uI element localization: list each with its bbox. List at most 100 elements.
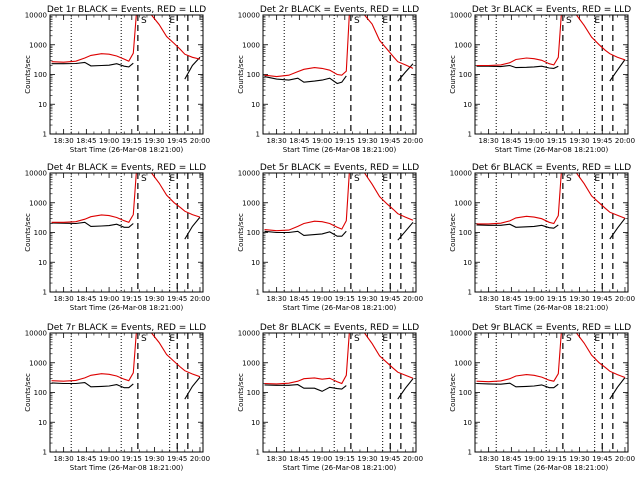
x-tick-label: 19:45 [592, 295, 612, 303]
x-tick-label: 19:00 [99, 295, 119, 303]
lld-series [51, 333, 201, 382]
x-axis-label: Start Time (26-Mar-08 18:21:00) [283, 146, 397, 154]
x-tick-label: 20:00 [403, 137, 423, 145]
x-tick-label: 19:15 [122, 137, 142, 145]
x-tick-label: 18:45 [501, 137, 521, 145]
x-tick-label: 19:45 [380, 295, 400, 303]
y-axis-label: Counts/sec [237, 213, 245, 252]
x-tick-label: 20:00 [403, 295, 423, 303]
y-tick-label: 10 [38, 101, 47, 109]
marker-label-e: E [382, 174, 388, 184]
panel-1: Det 1r BLACK = Events, RED = LLD 1 10 100 10… [24, 5, 210, 154]
x-tick-label: 20:00 [190, 137, 210, 145]
x-tick-label: 18:45 [76, 295, 96, 303]
y-tick-label: 1000 [242, 41, 260, 49]
x-tick-label: 19:30 [569, 137, 589, 145]
x-tick-label: 19:00 [524, 455, 544, 463]
panel-2: Det 2r BLACK = Events, RED = LLD 1 10 100 10… [237, 5, 423, 154]
x-tick-label: 19:15 [335, 455, 355, 463]
y-tick-label: 10000 [450, 12, 472, 20]
x-axis-label: Start Time (26-Mar-08 18:21:00) [283, 464, 397, 472]
x-tick-label: 18:30 [267, 137, 287, 145]
panel-title: Det 8r BLACK = Events, RED = LLD [260, 323, 419, 333]
y-tick-label: 10000 [450, 330, 472, 338]
x-axis-label: Start Time (26-Mar-08 18:21:00) [70, 464, 184, 472]
x-tick-label: 18:45 [501, 455, 521, 463]
y-tick-label: 1 [43, 131, 47, 139]
x-tick-label: 20:00 [615, 455, 635, 463]
plot-frame [262, 14, 417, 135]
marker-label-s: S [566, 334, 572, 344]
y-axis-label: Counts/sec [24, 55, 32, 94]
y-tick-label: 1 [256, 289, 260, 297]
x-tick-label: 18:45 [289, 137, 309, 145]
x-tick-label: 19:00 [524, 295, 544, 303]
lld-series [476, 173, 626, 225]
x-tick-label: 19:30 [357, 295, 377, 303]
x-tick-label: 19:00 [312, 295, 332, 303]
marker-label-s: S [141, 334, 147, 344]
panel-title: Det 2r BLACK = Events, RED = LLD [260, 5, 419, 15]
x-tick-label: 20:00 [190, 455, 210, 463]
y-axis-label: Counts/sec [237, 373, 245, 412]
x-tick-label: 20:00 [615, 137, 635, 145]
x-tick-label: 20:00 [615, 295, 635, 303]
y-tick-label: 1000 [29, 41, 47, 49]
marker-label-s: S [141, 16, 147, 26]
x-tick-label: 19:00 [312, 137, 332, 145]
marker-label-s: S [354, 174, 360, 184]
plot-frame [49, 14, 204, 135]
x-tick-label: 19:00 [99, 137, 119, 145]
y-tick-label: 10 [463, 259, 472, 267]
x-tick-label: 20:00 [403, 455, 423, 463]
x-tick-label: 19:45 [380, 455, 400, 463]
y-tick-label: 100 [34, 229, 47, 237]
y-tick-label: 10000 [238, 170, 260, 178]
x-tick-label: 19:30 [144, 295, 164, 303]
y-tick-label: 1 [256, 449, 260, 457]
x-tick-label: 18:30 [267, 455, 287, 463]
x-tick-label: 19:30 [357, 137, 377, 145]
x-axis-label: Start Time (26-Mar-08 18:21:00) [495, 304, 609, 312]
x-tick-label: 19:15 [335, 137, 355, 145]
y-tick-label: 100 [34, 71, 47, 79]
x-tick-label: 19:30 [569, 455, 589, 463]
x-tick-label: 18:30 [479, 455, 499, 463]
marker-label-s: S [141, 174, 147, 184]
events-series [264, 221, 414, 241]
plot-frame [262, 172, 417, 293]
lld-series [264, 15, 414, 78]
y-tick-label: 100 [34, 389, 47, 397]
y-tick-label: 10 [251, 101, 260, 109]
y-tick-label: 10000 [25, 12, 47, 20]
panel-title: Det 6r BLACK = Events, RED = LLD [472, 163, 631, 173]
plot-frame [474, 172, 629, 293]
y-axis-label: Counts/sec [24, 213, 32, 252]
marker-label-e: E [169, 174, 175, 184]
x-tick-label: 19:45 [592, 455, 612, 463]
y-axis-label: Counts/sec [449, 55, 457, 94]
x-tick-label: 18:30 [479, 295, 499, 303]
x-tick-label: 19:00 [524, 137, 544, 145]
x-tick-label: 19:15 [547, 455, 567, 463]
x-tick-label: 18:45 [289, 455, 309, 463]
x-tick-label: 18:45 [501, 295, 521, 303]
marker-label-s: S [354, 16, 360, 26]
lld-series [476, 15, 626, 67]
marker-label-s: S [354, 334, 360, 344]
marker-label-e: E [594, 16, 600, 26]
panel-5: Det 5r BLACK = Events, RED = LLD 1 10 100 10… [237, 163, 423, 312]
events-series [51, 376, 201, 400]
panel-title: Det 9r BLACK = Events, RED = LLD [472, 323, 631, 333]
y-tick-label: 100 [247, 389, 260, 397]
events-series [51, 216, 201, 240]
x-tick-label: 19:15 [122, 295, 142, 303]
y-tick-label: 1 [468, 449, 472, 457]
marker-label-s: S [566, 16, 572, 26]
lld-series [51, 173, 201, 223]
y-tick-label: 10 [38, 419, 47, 427]
y-tick-label: 10000 [450, 170, 472, 178]
panel-6: Det 6r BLACK = Events, RED = LLD 1 10 100 10… [449, 163, 635, 312]
x-tick-label: 19:30 [144, 455, 164, 463]
events-series [476, 59, 626, 82]
